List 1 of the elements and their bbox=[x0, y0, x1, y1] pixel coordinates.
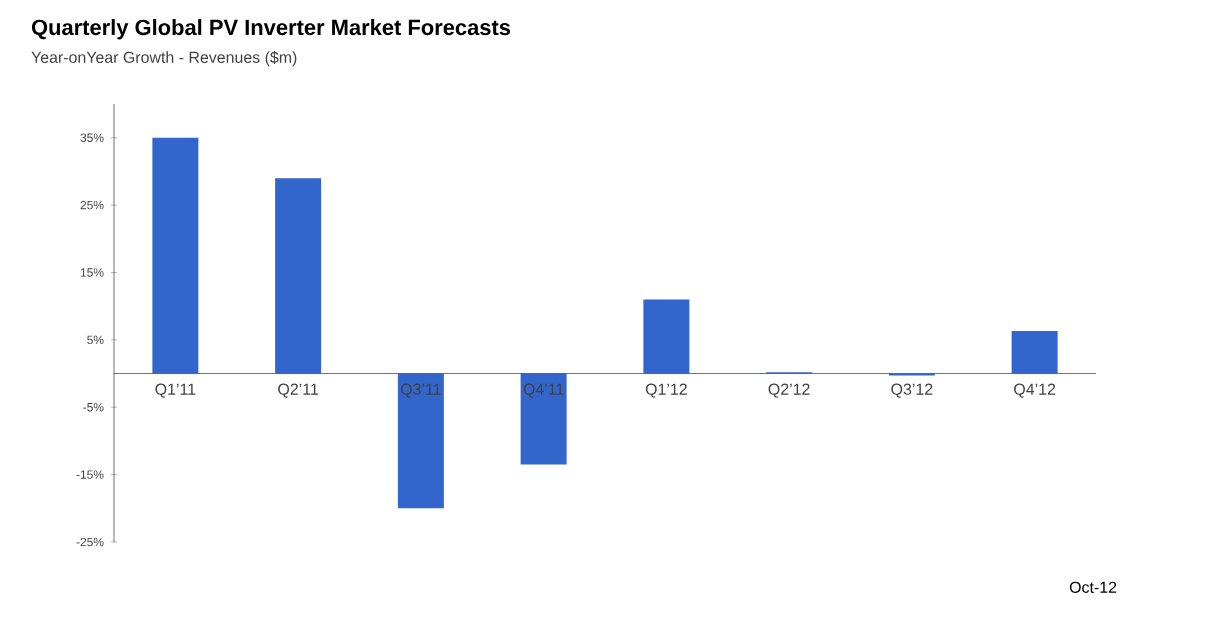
chart-title: Quarterly Global PV Inverter Market Forecasts bbox=[31, 19, 511, 40]
